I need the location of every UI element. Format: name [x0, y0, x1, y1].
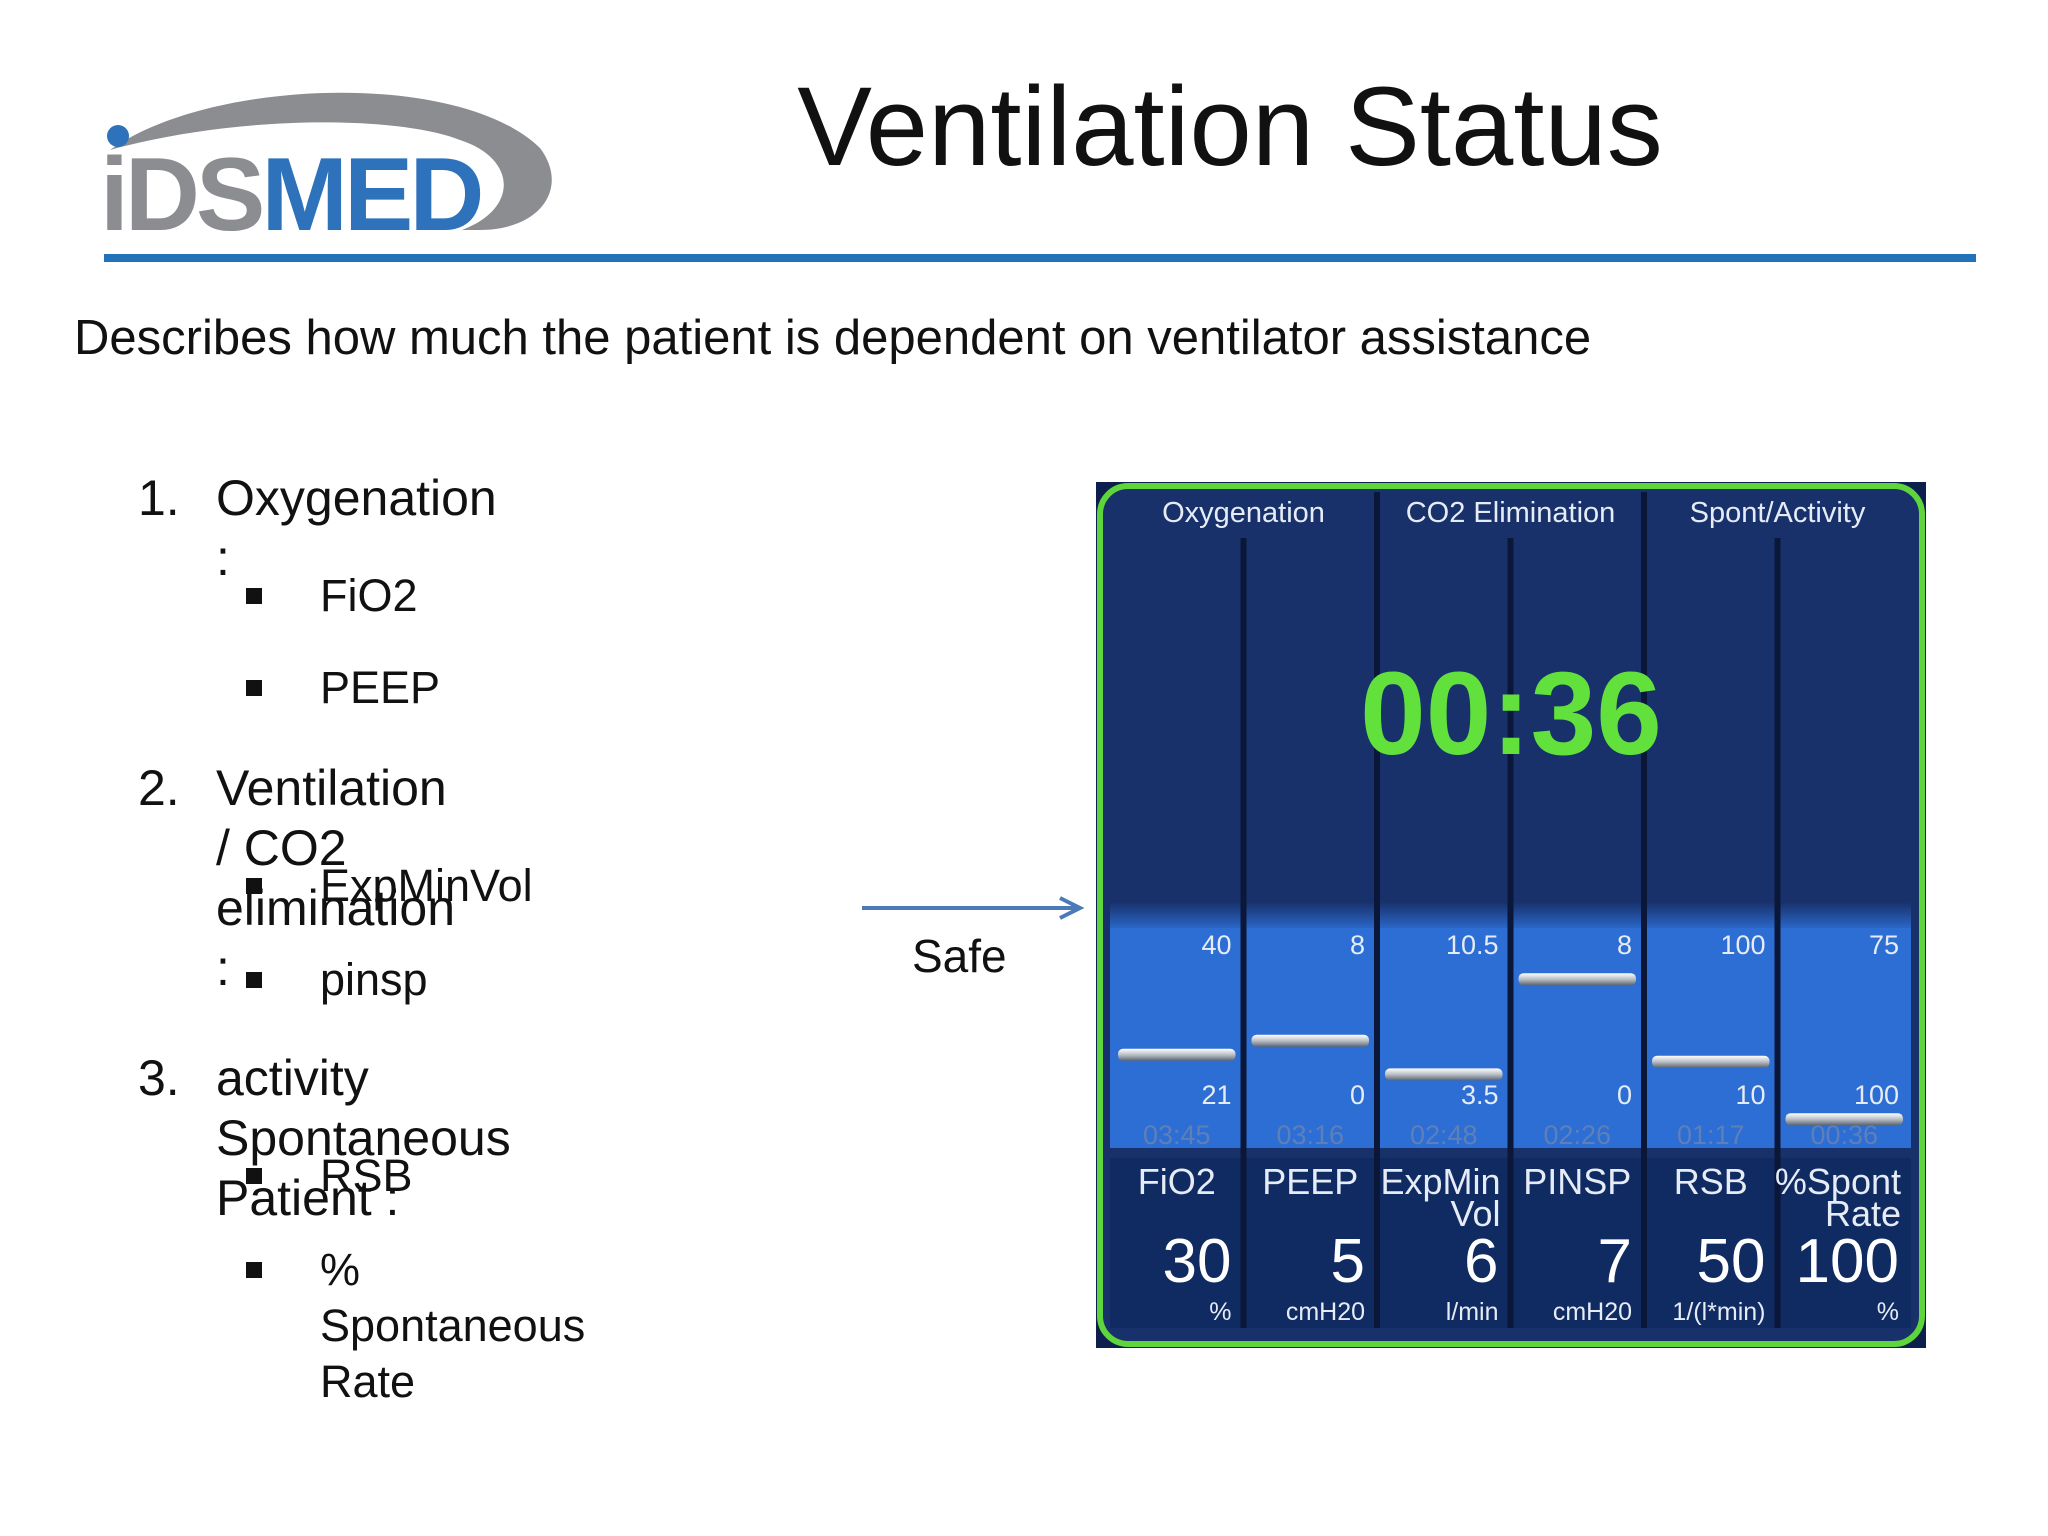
parameter-unit: cmH20 [1286, 1298, 1365, 1326]
company-logo: iDSMED [100, 88, 560, 253]
upper-limit: 75 [1869, 930, 1899, 960]
parameter-unit: 1/(l*min) [1672, 1298, 1765, 1326]
parameter-unit: % [1877, 1298, 1899, 1326]
section-number: 1. [138, 470, 180, 526]
timer-readout: 00:36 [1360, 648, 1662, 780]
parameter-name: %Spont [1775, 1161, 1901, 1202]
list-item: FiO2 [320, 570, 418, 621]
elapsed-time: 01:17 [1677, 1120, 1745, 1150]
arrow-right-icon [862, 896, 1085, 920]
list-item: ExpMinVol [320, 860, 533, 911]
parameter-value: 7 [1598, 1227, 1632, 1296]
title-divider [104, 254, 1976, 262]
parameter-name: ExpMin [1380, 1161, 1500, 1202]
list-item: pinsp [320, 954, 428, 1005]
level-indicator [1652, 1055, 1770, 1068]
parameter-name: Vol [1450, 1193, 1500, 1234]
group-header: Oxygenation [1162, 497, 1325, 529]
level-indicator [1785, 1113, 1903, 1126]
lower-limit: 21 [1201, 1080, 1231, 1110]
lower-limit: 0 [1617, 1080, 1632, 1110]
list-item: RSB [320, 1150, 413, 1201]
parameter-name: PEEP [1262, 1161, 1358, 1202]
group-header: Spont/Activity [1690, 497, 1866, 529]
ventilation-status-display: Oxygenation CO2 Elimination Spont/Activity… [1096, 482, 1926, 1348]
parameter-unit: % [1209, 1298, 1231, 1326]
section-number: 3. [138, 1050, 180, 1106]
level-indicator [1118, 1048, 1236, 1061]
safe-label: Safe [912, 930, 1007, 982]
elapsed-time: 02:26 [1543, 1120, 1611, 1150]
section-heading: Ventilation / CO2 elimination : [216, 760, 456, 996]
svg-text:iDSMED: iDSMED [100, 137, 481, 248]
upper-limit: 40 [1201, 930, 1231, 960]
bullet-icon [246, 1262, 262, 1278]
parameter-value: 6 [1464, 1227, 1498, 1296]
upper-limit: 8 [1350, 930, 1365, 960]
slide-title: Ventilation Status [797, 64, 1663, 189]
upper-limit: 100 [1720, 930, 1765, 960]
slide-subtitle: Describes how much the patient is depend… [74, 311, 1592, 365]
parameter-unit: l/min [1446, 1298, 1499, 1326]
bullet-icon [246, 878, 262, 894]
bullet-icon [246, 680, 262, 696]
parameter-name: RSB [1674, 1161, 1748, 1202]
parameter-name: PINSP [1523, 1161, 1631, 1202]
parameter-value: 50 [1697, 1227, 1766, 1296]
list-item: PEEP [320, 662, 441, 713]
bullet-icon [246, 972, 262, 988]
upper-limit: 10.5 [1446, 930, 1499, 960]
lower-limit: 0 [1350, 1080, 1365, 1110]
parameter-value: 30 [1163, 1227, 1232, 1296]
level-indicator [1385, 1068, 1503, 1081]
parameter-value: 100 [1796, 1227, 1899, 1296]
parameter-value: 5 [1331, 1227, 1365, 1296]
list-item: % Spontaneous Rate [320, 1244, 586, 1407]
level-indicator [1518, 973, 1636, 986]
bullet-icon [246, 1168, 262, 1184]
parameter-unit: cmH20 [1553, 1298, 1632, 1326]
elapsed-time: 03:16 [1276, 1120, 1344, 1150]
elapsed-time: 02:48 [1410, 1120, 1478, 1150]
lower-limit: 10 [1735, 1080, 1765, 1110]
group-header: CO2 Elimination [1406, 497, 1616, 529]
ventilation-status-panel: Oxygenation CO2 Elimination Spont/Activity… [1096, 482, 1926, 1348]
lower-limit: 100 [1854, 1080, 1899, 1110]
lower-limit: 3.5 [1461, 1080, 1499, 1110]
bullet-icon [246, 588, 262, 604]
section-heading: activity Spontaneous Patient : [216, 1050, 511, 1226]
section-heading: Oxygenation : [216, 470, 497, 586]
elapsed-time: 03:45 [1143, 1120, 1211, 1150]
section-number: 2. [138, 760, 180, 816]
parameter-name: Rate [1825, 1193, 1901, 1234]
level-indicator [1251, 1034, 1369, 1047]
upper-limit: 8 [1617, 930, 1632, 960]
parameter-name: FiO2 [1138, 1161, 1216, 1202]
